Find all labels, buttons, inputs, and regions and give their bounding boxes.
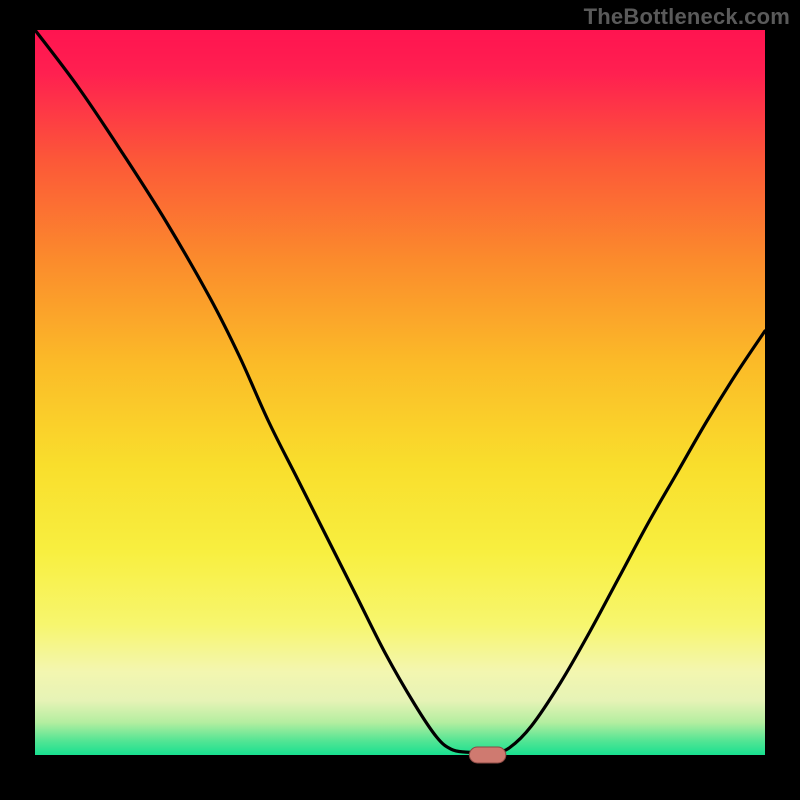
plot-background (35, 30, 765, 755)
bottleneck-chart (0, 0, 800, 800)
chart-svg (0, 0, 800, 800)
optimal-marker (469, 747, 506, 763)
watermark-label: TheBottleneck.com (584, 4, 790, 30)
